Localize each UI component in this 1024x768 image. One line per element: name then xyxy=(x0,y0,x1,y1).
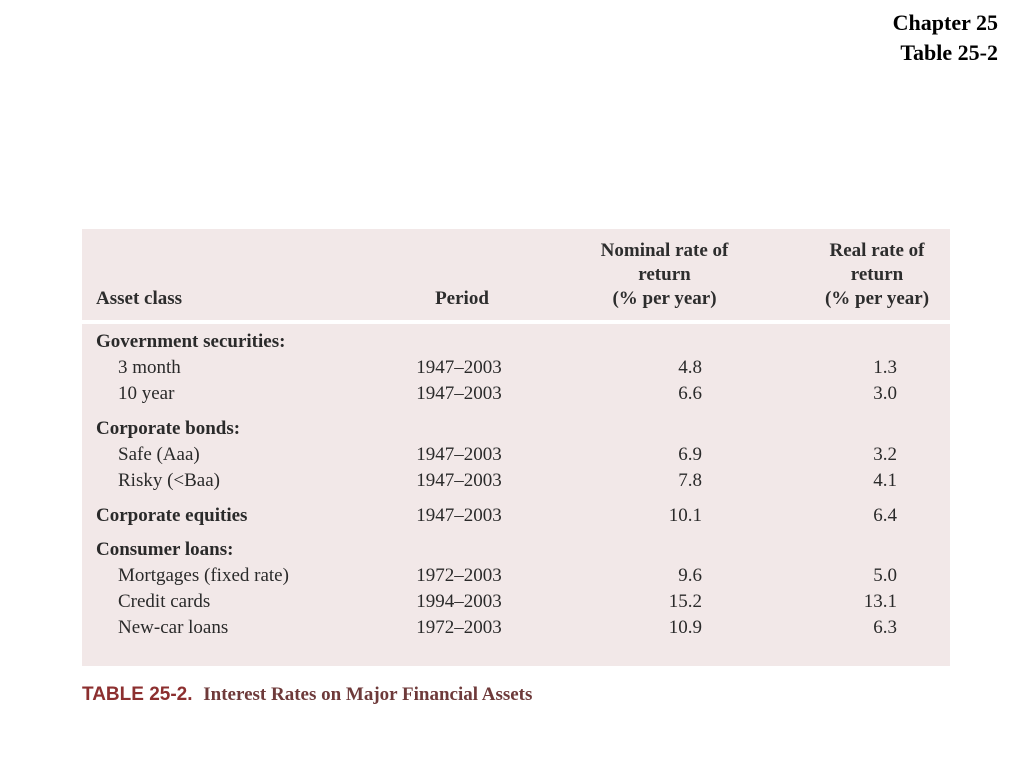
row-period: 1972–2003 xyxy=(416,617,502,638)
interest-rates-table: Asset class Period Nominal rate of retur… xyxy=(82,229,950,666)
column-header-period: Period xyxy=(435,288,489,309)
column-header-line: Nominal rate of xyxy=(600,240,729,261)
table-row: 10 year 1947–2003 6.6 3.0 xyxy=(82,381,950,407)
column-header-line: return xyxy=(638,264,691,285)
row-nominal-rate: 6.6 xyxy=(678,383,702,404)
row-label: New-car loans xyxy=(118,617,229,638)
column-header-line: (% per year) xyxy=(612,288,717,309)
table-caption: TABLE 25-2. Interest Rates on Major Fina… xyxy=(82,682,532,708)
column-header-line: return xyxy=(850,264,904,285)
row-period: 1947–2003 xyxy=(416,357,502,378)
column-header-line: (% per year) xyxy=(824,288,930,309)
row-period: 1947–2003 xyxy=(416,470,502,491)
row-label: Safe (Aaa) xyxy=(118,444,200,465)
row-label: Credit cards xyxy=(118,591,211,612)
row-period: 1947–2003 xyxy=(416,383,502,404)
row-label: Mortgages (fixed rate) xyxy=(118,565,289,586)
row-period: 1994–2003 xyxy=(416,591,502,612)
table-row: Safe (Aaa) 1947–2003 6.9 3.2 xyxy=(82,442,950,468)
row-period: 1972–2003 xyxy=(416,565,502,586)
row-label: 3 month xyxy=(118,357,181,378)
row-label: Risky (<Baa) xyxy=(118,470,221,491)
row-nominal-rate: 6.9 xyxy=(678,444,702,465)
table-header: Asset class Period Nominal rate of retur… xyxy=(82,229,950,324)
row-nominal-rate: 7.8 xyxy=(678,470,702,491)
table-row: Consumer loans: xyxy=(82,537,950,563)
slide-corner-label: Chapter 25 Table 25-2 xyxy=(893,8,998,68)
table-reference-label: Table 25-2 xyxy=(900,40,998,65)
row-real-rate: 6.3 xyxy=(873,617,897,638)
row-label: 10 year xyxy=(118,383,175,404)
row-nominal-rate: 10.1 xyxy=(668,505,702,526)
row-real-rate: 1.3 xyxy=(873,357,897,378)
table-row: Corporate equities 1947–2003 10.1 6.4 xyxy=(82,503,950,529)
caption-number: TABLE 25-2. xyxy=(82,684,193,705)
table-row: New-car loans 1972–2003 10.9 6.3 xyxy=(82,615,950,641)
row-nominal-rate: 10.9 xyxy=(668,617,702,638)
table-row: Risky (<Baa) 1947–2003 7.8 4.1 xyxy=(82,468,950,494)
row-label: Corporate bonds: xyxy=(96,418,241,439)
row-nominal-rate: 15.2 xyxy=(668,591,702,612)
row-label: Government securities: xyxy=(96,331,286,352)
row-real-rate: 4.1 xyxy=(873,470,897,491)
row-real-rate: 13.1 xyxy=(863,591,897,612)
table-row: Credit cards 1994–2003 15.2 13.1 xyxy=(82,589,950,615)
column-header-nominal-rate: Nominal rate of return (% per year) xyxy=(572,239,757,311)
table-row: Government securities: xyxy=(82,329,950,355)
caption-title: Interest Rates on Major Financial Assets xyxy=(203,684,533,705)
table-row: Mortgages (fixed rate) 1972–2003 9.6 5.0 xyxy=(82,563,950,589)
row-real-rate: 6.4 xyxy=(873,505,897,526)
table-row: 3 month 1947–2003 4.8 1.3 xyxy=(82,355,950,381)
row-nominal-rate: 4.8 xyxy=(678,357,702,378)
row-period: 1947–2003 xyxy=(416,444,502,465)
column-header-asset-class: Asset class xyxy=(96,288,183,309)
row-label: Corporate equities xyxy=(96,505,248,526)
chapter-label: Chapter 25 xyxy=(892,10,998,35)
row-real-rate: 5.0 xyxy=(873,565,897,586)
column-header-real-rate: Real rate of return (% per year) xyxy=(802,239,952,311)
row-period: 1947–2003 xyxy=(416,505,502,526)
row-real-rate: 3.2 xyxy=(873,444,897,465)
row-real-rate: 3.0 xyxy=(873,383,897,404)
row-nominal-rate: 9.6 xyxy=(678,565,702,586)
row-label: Consumer loans: xyxy=(96,539,234,560)
table-row: Corporate bonds: xyxy=(82,416,950,442)
column-header-line: Real rate of xyxy=(829,240,925,261)
